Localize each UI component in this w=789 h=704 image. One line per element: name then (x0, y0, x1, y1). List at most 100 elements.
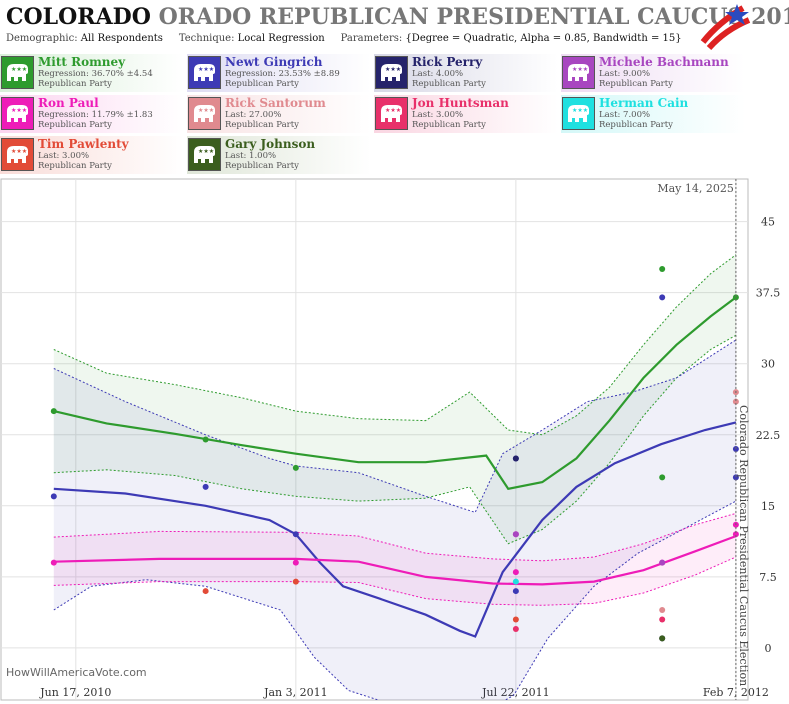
election-label: Colorado Republican Presidential Caucus … (737, 405, 750, 686)
candidate-name: Tim Pawlenty (38, 137, 129, 151)
elephant-icon: ★★★ (1, 138, 34, 171)
rick-santorum-point (659, 607, 666, 614)
mitt-romney-upper-bound (53, 254, 737, 436)
parameters-line: Demographic: All Respondents Technique: … (6, 33, 682, 44)
candidate-name: Gary Johnson (225, 137, 316, 151)
candidate-party: Republican Party (38, 161, 112, 171)
mitt-romney-point (292, 464, 299, 471)
plot-frame (0, 178, 749, 701)
jon-huntsman-point (659, 616, 666, 623)
candidate-party: Republican Party (225, 79, 299, 89)
y-tick-label: 37.5 (756, 287, 781, 300)
newt-gingrich-point (512, 588, 519, 595)
watermark: HowWillAmericaVote.com (6, 666, 147, 679)
jon-huntsman-point (512, 625, 519, 632)
candidate-name: Herman Cain (599, 96, 689, 110)
mitt-romney-point (659, 265, 666, 272)
newt-gingrich-lower-bound (53, 500, 737, 700)
candidate-party: Republican Party (412, 79, 486, 89)
newt-gingrich-upper-bound (53, 339, 737, 514)
page-title: COLORADO ORADO REPUBLICAN PRESIDENTIAL C… (6, 4, 789, 30)
mitt-romney-band (53, 254, 736, 544)
newt-gingrich-point (50, 493, 57, 500)
gary-johnson-point (659, 635, 666, 642)
legend-item-newt-gingrich[interactable]: ★★★ Newt Gingrich Regression: 23.53% ±8.89… (187, 54, 371, 92)
elephant-icon: ★★★ (562, 56, 595, 89)
y-tick-label: 45 (761, 216, 775, 229)
michele-bachmann-point (659, 559, 666, 566)
technique-label: Technique: (178, 33, 235, 44)
elephant-icon: ★★★ (375, 97, 408, 130)
svg-text:★★★: ★★★ (385, 66, 401, 73)
legend-item-jon-huntsman[interactable]: ★★★ Jon Huntsman Last: 3.00% Republican Par… (374, 95, 558, 133)
svg-text:★★★: ★★★ (198, 148, 214, 155)
candidate-stat: Last: 4.00% (412, 69, 464, 79)
svg-text:★★★: ★★★ (572, 66, 588, 73)
candidate-stat: Regression: 36.70% ±4.54 (38, 69, 153, 79)
legend-item-tim-pawlenty[interactable]: ★★★ Tim Pawlenty Last: 3.00% Republican Par… (0, 136, 184, 174)
svg-text:★★★: ★★★ (11, 107, 27, 114)
svg-text:★★★: ★★★ (11, 66, 27, 73)
svg-text:★★★: ★★★ (198, 66, 214, 73)
candidate-party: Republican Party (599, 120, 673, 130)
elephant-icon: ★★★ (1, 97, 34, 130)
x-tick-label: Jan 3, 2011 (263, 686, 328, 699)
candidate-party: Republican Party (38, 79, 112, 89)
legend-item-ron-paul[interactable]: ★★★ Ron Paul Regression: 11.79% ±1.83 Repub… (0, 95, 184, 133)
candidate-name: Ron Paul (38, 96, 99, 110)
legend-item-rick-santorum[interactable]: ★★★ Rick Santorum Last: 27.00% Republican P… (187, 95, 371, 133)
svg-text:★★★: ★★★ (198, 107, 214, 114)
candidate-party: Republican Party (38, 120, 112, 130)
rick-santorum-point (732, 398, 739, 405)
tim-pawlenty-point (292, 578, 299, 585)
newt-gingrich-point (292, 531, 299, 538)
elephant-icon: ★★★ (375, 56, 408, 89)
tim-pawlenty-point (512, 616, 519, 623)
y-tick-label: 30 (761, 358, 775, 371)
candidate-stat: Last: 3.00% (38, 151, 90, 161)
svg-text:★★★: ★★★ (11, 148, 27, 155)
x-tick-label: Jun 17, 2010 (39, 686, 111, 699)
legend-item-mitt-romney[interactable]: ★★★ Mitt Romney Regression: 36.70% ±4.54 Re… (0, 54, 184, 92)
demographic-label: Demographic: (6, 33, 78, 44)
technique-value: Local Regression (237, 33, 325, 44)
candidate-name: Jon Huntsman (412, 96, 509, 110)
elephant-icon: ★★★ (562, 97, 595, 130)
ron-paul-point (732, 531, 739, 538)
date-marker: May 14, 2025 (657, 182, 734, 195)
rick-perry-point (512, 455, 519, 462)
polling-chart: 0 7.5 15 22.5 30 37.5 45 Jun 17, 2010 Jan 3, 201… (0, 178, 781, 701)
parameters-value: {Degree = Quadratic, Alpha = 0.85, Bandw… (405, 33, 682, 44)
candidate-party: Republican Party (225, 120, 299, 130)
candidate-stat: Regression: 23.53% ±8.89 (225, 69, 340, 79)
tim-pawlenty-point (202, 588, 209, 595)
legend-item-rick-perry[interactable]: ★★★ Rick Perry Last: 4.00% Republican Party (374, 54, 558, 92)
y-tick-label: 22.5 (756, 429, 781, 442)
candidate-stat: Last: 7.00% (599, 110, 651, 120)
elephant-icon: ★★★ (188, 97, 221, 130)
newt-gingrich-point (202, 483, 209, 490)
svg-text:★★★: ★★★ (572, 107, 588, 114)
newt-gingrich-regression-line (53, 421, 737, 638)
herman-cain-point (512, 578, 519, 585)
legend-item-gary-johnson[interactable]: ★★★ Gary Johnson Last: 1.00% Republican Par… (187, 136, 371, 174)
candidate-party: Republican Party (225, 161, 299, 171)
candidate-legend: ★★★ Mitt Romney Regression: 36.70% ±4.54 Re… (0, 54, 789, 174)
y-tick-label: 7.5 (759, 571, 777, 584)
flag-logo (699, 2, 751, 51)
candidate-party: Republican Party (412, 120, 486, 130)
elephant-icon: ★★★ (188, 138, 221, 171)
mitt-romney-point (659, 474, 666, 481)
mitt-romney-point (50, 408, 57, 415)
legend-item-herman-cain[interactable]: ★★★ Herman Cain Last: 7.00% Republican Part… (561, 95, 745, 133)
candidate-stat: Last: 9.00% (599, 69, 651, 79)
michele-bachmann-point (512, 531, 519, 538)
title-election: ORADO REPUBLICAN PRESIDENTIAL CAUCUS 201… (158, 4, 789, 30)
ron-paul-point (50, 559, 57, 566)
parameters-label: Parameters: (340, 33, 403, 44)
candidate-name: Rick Santorum (225, 96, 326, 110)
candidate-name: Rick Perry (412, 55, 483, 69)
candidate-stat: Last: 27.00% (225, 110, 282, 120)
legend-item-michele-bachmann[interactable]: ★★★ Michele Bachmann Last: 9.00% Republican… (561, 54, 745, 92)
candidate-name: Michele Bachmann (599, 55, 729, 69)
